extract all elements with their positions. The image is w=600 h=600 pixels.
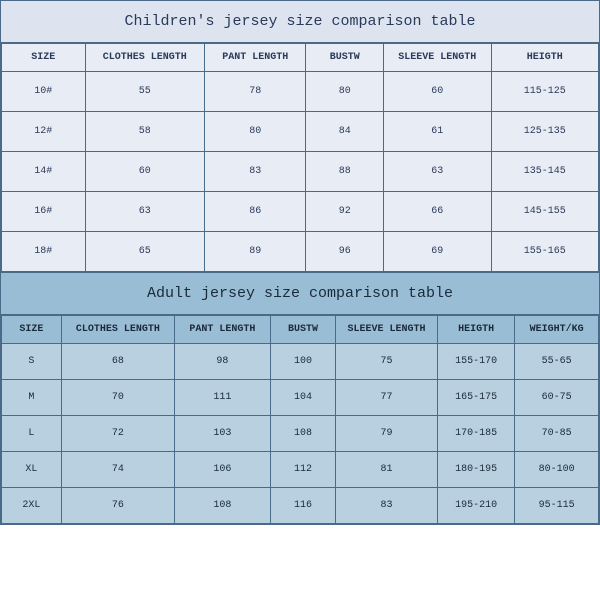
adult-cell: 195-210 bbox=[437, 488, 515, 524]
children-cell: 78 bbox=[204, 72, 305, 112]
children-col-header: SLEEVE LENGTH bbox=[384, 44, 491, 72]
adult-cell: 68 bbox=[61, 344, 174, 380]
adult-cell: 112 bbox=[270, 452, 336, 488]
children-row: 18#65899669155-165 bbox=[2, 232, 599, 272]
adult-cell: S bbox=[2, 344, 62, 380]
adult-cell: 170-185 bbox=[437, 416, 515, 452]
adult-cell: 74 bbox=[61, 452, 174, 488]
children-row: 10#55788060115-125 bbox=[2, 72, 599, 112]
adult-cell: 79 bbox=[336, 416, 437, 452]
adult-cell: 103 bbox=[175, 416, 271, 452]
children-col-header: CLOTHES LENGTH bbox=[85, 44, 204, 72]
adult-cell: 106 bbox=[175, 452, 271, 488]
adult-cell: 155-170 bbox=[437, 344, 515, 380]
children-cell: 145-155 bbox=[491, 192, 598, 232]
children-cell: 92 bbox=[306, 192, 384, 232]
adult-col-header: SLEEVE LENGTH bbox=[336, 316, 437, 344]
adult-col-header: CLOTHES LENGTH bbox=[61, 316, 174, 344]
adult-cell: 108 bbox=[270, 416, 336, 452]
children-col-header: SIZE bbox=[2, 44, 86, 72]
adult-cell: 80-100 bbox=[515, 452, 599, 488]
children-row: 14#60838863135-145 bbox=[2, 152, 599, 192]
adult-cell: 77 bbox=[336, 380, 437, 416]
adult-cell: M bbox=[2, 380, 62, 416]
adult-row: XL7410611281180-19580-100 bbox=[2, 452, 599, 488]
children-cell: 66 bbox=[384, 192, 491, 232]
adult-col-header: SIZE bbox=[2, 316, 62, 344]
adult-col-header: HEIGTH bbox=[437, 316, 515, 344]
children-cell: 88 bbox=[306, 152, 384, 192]
children-cell: 80 bbox=[306, 72, 384, 112]
children-col-header: PANT LENGTH bbox=[204, 44, 305, 72]
children-col-header: BUSTW bbox=[306, 44, 384, 72]
adult-row: 2XL7610811683195-21095-115 bbox=[2, 488, 599, 524]
adult-cell: 70-85 bbox=[515, 416, 599, 452]
children-header-row: SIZECLOTHES LENGTHPANT LENGTHBUSTWSLEEVE… bbox=[2, 44, 599, 72]
adult-header-row: SIZECLOTHES LENGTHPANT LENGTHBUSTWSLEEVE… bbox=[2, 316, 599, 344]
children-cell: 58 bbox=[85, 112, 204, 152]
adult-cell: 70 bbox=[61, 380, 174, 416]
adult-cell: 165-175 bbox=[437, 380, 515, 416]
adult-cell: 2XL bbox=[2, 488, 62, 524]
children-cell: 96 bbox=[306, 232, 384, 272]
children-cell: 135-145 bbox=[491, 152, 598, 192]
adult-cell: 83 bbox=[336, 488, 437, 524]
adult-cell: XL bbox=[2, 452, 62, 488]
children-cell: 16# bbox=[2, 192, 86, 232]
adult-cell: 95-115 bbox=[515, 488, 599, 524]
adult-cell: 111 bbox=[175, 380, 271, 416]
children-cell: 80 bbox=[204, 112, 305, 152]
children-cell: 60 bbox=[384, 72, 491, 112]
children-cell: 63 bbox=[85, 192, 204, 232]
children-cell: 125-135 bbox=[491, 112, 598, 152]
adult-cell: 81 bbox=[336, 452, 437, 488]
adult-cell: 76 bbox=[61, 488, 174, 524]
children-cell: 83 bbox=[204, 152, 305, 192]
children-cell: 61 bbox=[384, 112, 491, 152]
children-cell: 55 bbox=[85, 72, 204, 112]
adult-cell: 98 bbox=[175, 344, 271, 380]
children-cell: 10# bbox=[2, 72, 86, 112]
children-cell: 65 bbox=[85, 232, 204, 272]
adult-cell: 180-195 bbox=[437, 452, 515, 488]
children-cell: 63 bbox=[384, 152, 491, 192]
adult-cell: 116 bbox=[270, 488, 336, 524]
children-title: Children's jersey size comparison table bbox=[1, 1, 599, 43]
children-row: 12#58808461125-135 bbox=[2, 112, 599, 152]
adult-table: SIZECLOTHES LENGTHPANT LENGTHBUSTWSLEEVE… bbox=[1, 315, 599, 524]
adult-cell: 55-65 bbox=[515, 344, 599, 380]
children-cell: 14# bbox=[2, 152, 86, 192]
adult-cell: 108 bbox=[175, 488, 271, 524]
children-cell: 18# bbox=[2, 232, 86, 272]
children-cell: 12# bbox=[2, 112, 86, 152]
children-row: 16#63869266145-155 bbox=[2, 192, 599, 232]
children-cell: 89 bbox=[204, 232, 305, 272]
children-cell: 86 bbox=[204, 192, 305, 232]
adult-title: Adult jersey size comparison table bbox=[1, 272, 599, 315]
adult-row: S689810075155-17055-65 bbox=[2, 344, 599, 380]
adult-cell: 100 bbox=[270, 344, 336, 380]
adult-cell: 60-75 bbox=[515, 380, 599, 416]
adult-col-header: WEIGHT/KG bbox=[515, 316, 599, 344]
adult-cell: 75 bbox=[336, 344, 437, 380]
children-cell: 69 bbox=[384, 232, 491, 272]
adult-row: M7011110477165-17560-75 bbox=[2, 380, 599, 416]
children-cell: 60 bbox=[85, 152, 204, 192]
size-chart-container: Children's jersey size comparison table … bbox=[0, 0, 600, 525]
adult-cell: 72 bbox=[61, 416, 174, 452]
children-cell: 84 bbox=[306, 112, 384, 152]
children-col-header: HEIGTH bbox=[491, 44, 598, 72]
children-table: SIZECLOTHES LENGTHPANT LENGTHBUSTWSLEEVE… bbox=[1, 43, 599, 272]
adult-row: L7210310879170-18570-85 bbox=[2, 416, 599, 452]
children-cell: 115-125 bbox=[491, 72, 598, 112]
adult-cell: 104 bbox=[270, 380, 336, 416]
adult-cell: L bbox=[2, 416, 62, 452]
adult-col-header: BUSTW bbox=[270, 316, 336, 344]
children-cell: 155-165 bbox=[491, 232, 598, 272]
adult-col-header: PANT LENGTH bbox=[175, 316, 271, 344]
